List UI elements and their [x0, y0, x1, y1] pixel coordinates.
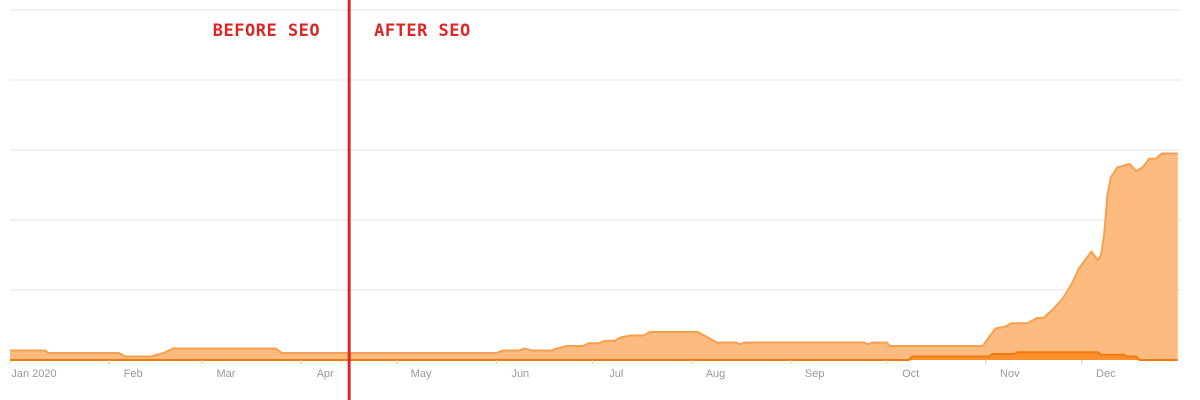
x-tick-label: Mar	[216, 368, 235, 380]
series-2-line	[10, 351, 1178, 361]
x-tick-label: Dec	[1096, 368, 1116, 380]
after-seo-label: AFTER SEO	[374, 21, 471, 41]
series-areas	[10, 152, 1178, 361]
x-tick-label: Apr	[317, 368, 334, 380]
gridlines	[10, 9, 1181, 291]
x-tick-label: May	[411, 368, 432, 380]
x-axis: Jan 2020 Feb Mar Apr May Jun Jul Aug Sep Oct Nov De…	[9, 360, 1116, 380]
x-tick-label: Jun	[511, 368, 529, 380]
x-tick-label: Oct	[902, 368, 919, 380]
series-1-line	[10, 152, 1178, 358]
x-tick-label: Sep	[805, 368, 825, 380]
x-tick-label: Nov	[1000, 368, 1020, 380]
x-tick-label: Aug	[706, 368, 726, 380]
series-1-area	[10, 153, 1178, 360]
x-tick-label: Feb	[124, 368, 143, 380]
before-seo-label: BEFORE SEO	[213, 21, 320, 41]
x-tick-label: Jul	[609, 368, 623, 380]
x-tick-label: Jan 2020	[11, 368, 56, 380]
annotations: BEFORE SEO AFTER SEO	[213, 0, 471, 400]
